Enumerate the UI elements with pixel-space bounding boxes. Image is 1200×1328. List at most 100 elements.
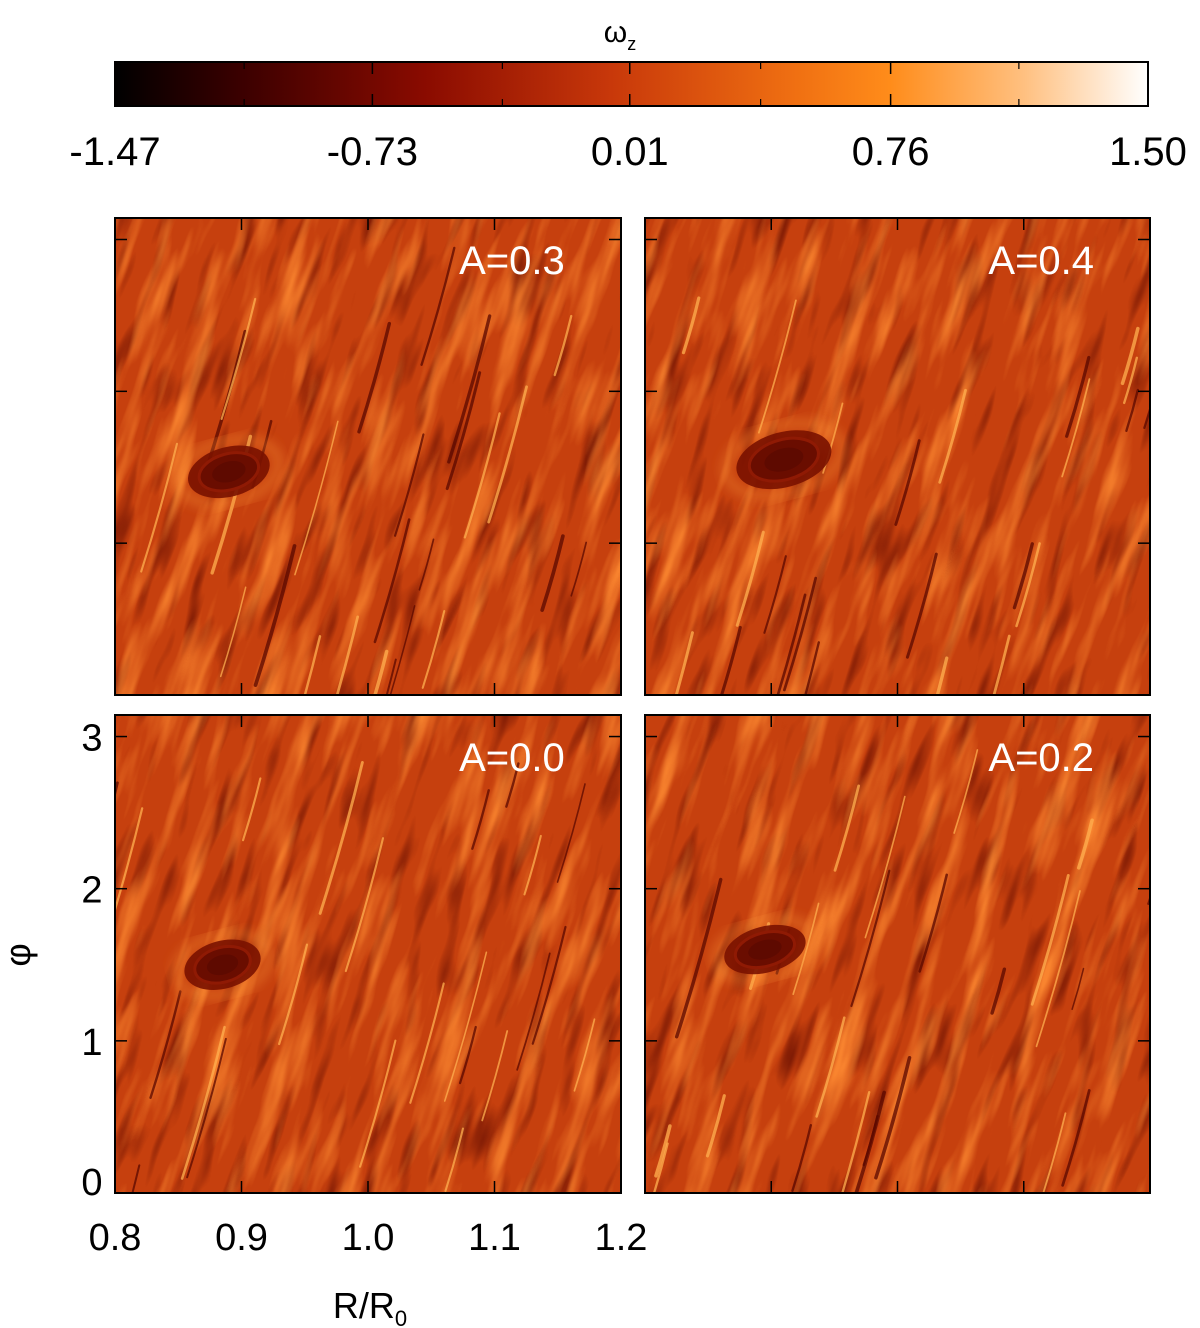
panels: A=0.3 A=0.4 A=0.0 A=0.2 bbox=[114, 217, 1192, 1194]
filament bbox=[443, 951, 488, 1102]
filament bbox=[553, 314, 573, 377]
vortex-halo bbox=[173, 931, 272, 999]
filament bbox=[990, 967, 1007, 1015]
filament bbox=[253, 544, 297, 687]
filament bbox=[862, 1114, 879, 1167]
filament bbox=[420, 246, 456, 366]
filament bbox=[471, 789, 490, 850]
panel-field bbox=[645, 715, 1150, 1193]
filament bbox=[149, 990, 182, 1100]
filament bbox=[674, 631, 694, 695]
filament bbox=[1042, 1112, 1067, 1193]
panel-label: A=0.4 bbox=[988, 239, 1094, 283]
filament bbox=[1061, 1089, 1091, 1187]
field-bright-streaks bbox=[645, 218, 1150, 695]
filament bbox=[864, 795, 906, 939]
filament bbox=[458, 1025, 477, 1085]
filament bbox=[516, 952, 551, 1071]
panel-label: A=0.2 bbox=[988, 736, 1094, 780]
y-tick-label: 2 bbox=[81, 870, 102, 912]
panel-field bbox=[115, 218, 621, 695]
filament bbox=[421, 609, 446, 689]
filament bbox=[1065, 355, 1091, 438]
colorbar-tick-label: -1.47 bbox=[69, 130, 160, 174]
field-texture bbox=[115, 715, 621, 1193]
y-axis-label: φ bbox=[0, 943, 38, 966]
x-tick-label: 1.1 bbox=[468, 1217, 521, 1259]
colorbar-tick-label: 0.76 bbox=[852, 130, 930, 174]
axes: 0.8 0.9 1.0 1.1 1.2 0 1 2 3 bbox=[81, 718, 647, 1259]
filament bbox=[131, 1164, 141, 1193]
filament bbox=[1030, 873, 1070, 1006]
panel-label: A=0.0 bbox=[459, 736, 565, 780]
filament bbox=[1147, 894, 1150, 905]
colorbar-tick-label: -0.73 bbox=[327, 130, 418, 174]
vortex-halo bbox=[723, 421, 845, 499]
panel-field bbox=[115, 715, 621, 1193]
filament bbox=[905, 552, 938, 659]
filament bbox=[763, 555, 787, 634]
filament bbox=[776, 593, 807, 695]
filament bbox=[935, 656, 949, 695]
filament bbox=[1172, 338, 1192, 408]
colorbar-tick-label: 1.50 bbox=[1109, 130, 1187, 174]
field-texture bbox=[645, 715, 1150, 1193]
filament bbox=[115, 807, 144, 914]
filament bbox=[294, 420, 339, 576]
filament bbox=[841, 1090, 871, 1193]
filament bbox=[850, 869, 891, 1008]
filament bbox=[1015, 542, 1041, 628]
vortex-center bbox=[764, 447, 804, 472]
colorbar bbox=[114, 61, 1149, 107]
filament bbox=[505, 762, 520, 808]
panel-label: A=0.3 bbox=[459, 239, 565, 283]
filament bbox=[1143, 405, 1150, 430]
filament bbox=[278, 943, 309, 1046]
filament bbox=[556, 783, 586, 883]
panel-field bbox=[645, 218, 1192, 695]
y-tick-label: 3 bbox=[81, 718, 102, 760]
panel: A=0.4 bbox=[644, 217, 1192, 696]
filament bbox=[953, 749, 979, 834]
filament bbox=[444, 1127, 464, 1192]
filament bbox=[735, 530, 765, 627]
filament bbox=[720, 625, 742, 695]
filament bbox=[833, 784, 861, 872]
filament bbox=[1125, 388, 1140, 433]
filament bbox=[418, 538, 435, 591]
filament bbox=[481, 1030, 509, 1122]
filament bbox=[1012, 542, 1034, 610]
filament bbox=[705, 1094, 726, 1158]
filament bbox=[335, 615, 360, 695]
filament bbox=[303, 635, 322, 695]
filament bbox=[1035, 890, 1081, 1048]
filament bbox=[219, 586, 247, 678]
panel: A=0.2 bbox=[644, 714, 1151, 1194]
filament bbox=[681, 296, 701, 355]
field-bright-streaks bbox=[115, 715, 621, 1193]
vortex bbox=[712, 916, 818, 983]
colorbar-tick-label: 0.01 bbox=[591, 130, 669, 174]
filament bbox=[447, 314, 492, 464]
filament bbox=[874, 1055, 912, 1180]
colorbar-label: ωz bbox=[604, 16, 636, 54]
filament bbox=[938, 388, 967, 484]
filament bbox=[445, 371, 482, 491]
filament bbox=[804, 641, 820, 695]
vortex bbox=[176, 437, 282, 507]
filament bbox=[1071, 967, 1085, 1011]
panel: A=0.3 bbox=[114, 217, 622, 696]
vortex bbox=[723, 421, 845, 499]
filament bbox=[140, 442, 179, 573]
vortex-halo bbox=[176, 437, 282, 507]
vortex-center bbox=[206, 954, 239, 976]
filament bbox=[180, 1025, 226, 1180]
panel: A=0.0 bbox=[114, 714, 622, 1194]
filament bbox=[757, 299, 797, 434]
y-tick-label: 1 bbox=[81, 1022, 102, 1064]
x-tick-label: 0.9 bbox=[215, 1217, 268, 1259]
filament bbox=[674, 877, 723, 1039]
vortex-center bbox=[748, 939, 782, 960]
filament bbox=[463, 412, 501, 539]
